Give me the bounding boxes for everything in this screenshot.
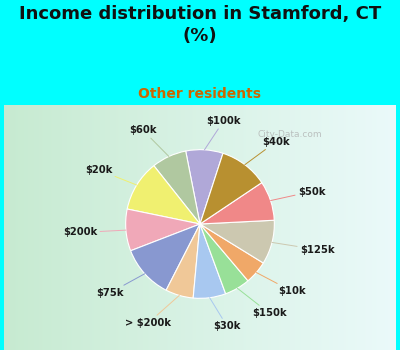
Text: City-Data.com: City-Data.com bbox=[258, 130, 322, 139]
Text: Income distribution in Stamford, CT
(%): Income distribution in Stamford, CT (%) bbox=[19, 5, 381, 46]
Wedge shape bbox=[200, 224, 263, 281]
Wedge shape bbox=[200, 183, 274, 224]
Wedge shape bbox=[131, 224, 200, 290]
Text: $50k: $50k bbox=[270, 187, 325, 201]
Wedge shape bbox=[186, 150, 223, 224]
Text: $100k: $100k bbox=[204, 116, 241, 150]
Text: $150k: $150k bbox=[237, 288, 286, 318]
Wedge shape bbox=[166, 224, 200, 298]
Text: $40k: $40k bbox=[245, 137, 290, 165]
Wedge shape bbox=[193, 224, 226, 298]
Text: $200k: $200k bbox=[63, 228, 126, 238]
Wedge shape bbox=[200, 224, 248, 294]
Text: Other residents: Other residents bbox=[138, 88, 262, 102]
Wedge shape bbox=[126, 209, 200, 251]
Text: $10k: $10k bbox=[256, 273, 306, 296]
Text: $60k: $60k bbox=[129, 125, 169, 156]
Wedge shape bbox=[127, 166, 200, 224]
Text: $20k: $20k bbox=[85, 165, 137, 185]
Text: $75k: $75k bbox=[96, 274, 145, 298]
Text: $30k: $30k bbox=[210, 298, 241, 331]
Text: > $200k: > $200k bbox=[125, 295, 179, 328]
Wedge shape bbox=[200, 220, 274, 263]
Text: $125k: $125k bbox=[272, 243, 334, 254]
Wedge shape bbox=[154, 151, 200, 224]
Wedge shape bbox=[200, 153, 262, 224]
